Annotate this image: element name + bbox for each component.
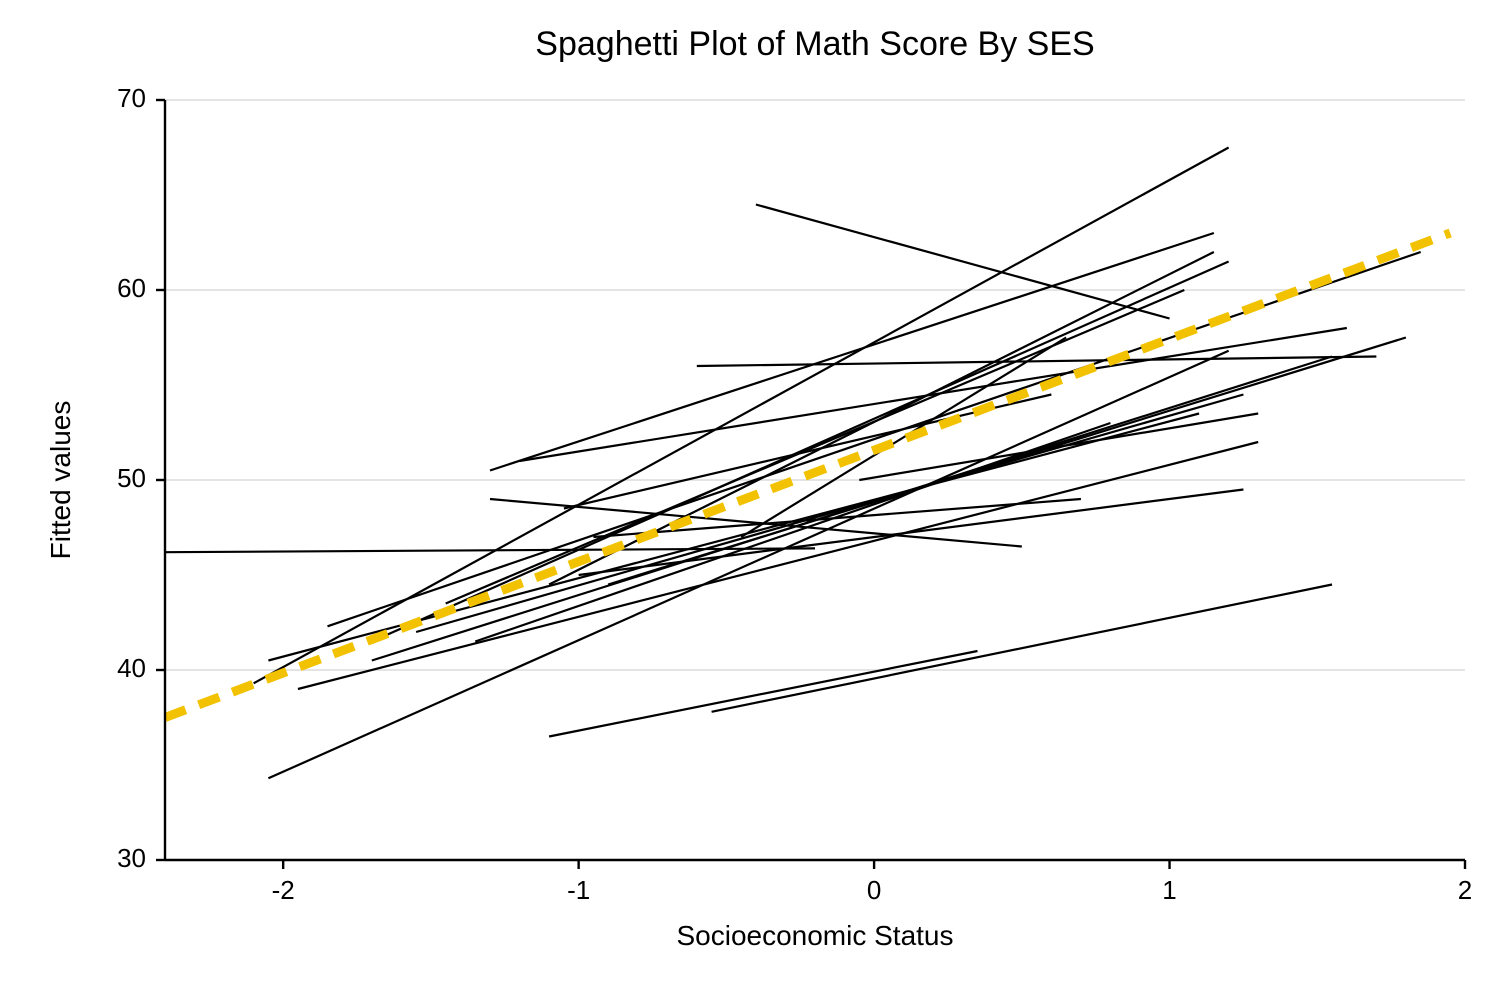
xtick-label: 1 — [1162, 875, 1176, 905]
x-axis-label: Socioeconomic Status — [676, 920, 953, 951]
spaghetti-plot: 30 40 50 60 70 -2 -1 0 1 2 Spaghetti Plot of Math … — [0, 0, 1500, 1000]
xtick-label: 2 — [1458, 875, 1472, 905]
y-axis-label: Fitted values — [45, 401, 76, 560]
xtick-label: -2 — [272, 875, 295, 905]
chart-svg: 30 40 50 60 70 -2 -1 0 1 2 Spaghetti Plot of Math … — [0, 0, 1500, 1000]
ytick-label: 40 — [117, 653, 146, 683]
ytick-label: 60 — [117, 273, 146, 303]
ytick-label: 70 — [117, 83, 146, 113]
ytick-label: 30 — [117, 843, 146, 873]
chart-title: Spaghetti Plot of Math Score By SES — [535, 25, 1094, 63]
xtick-label: -1 — [567, 875, 590, 905]
xtick-label: 0 — [867, 875, 881, 905]
ytick-label: 50 — [117, 463, 146, 493]
